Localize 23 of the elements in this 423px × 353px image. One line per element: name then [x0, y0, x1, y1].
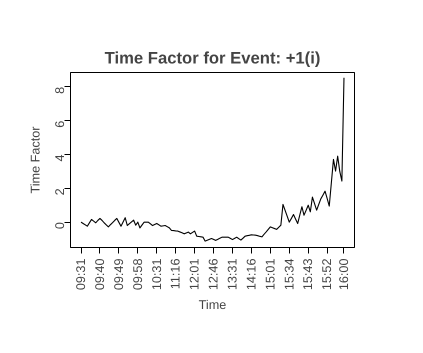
chart-title: Time Factor for Event: +1(i) [104, 48, 320, 68]
x-tick-label: 09:31 [74, 258, 88, 290]
x-tick-label: 15:43 [301, 258, 316, 290]
y-tick-label: 6 [53, 120, 67, 128]
x-tick-label: 15:34 [282, 258, 296, 290]
x-tick-label: 16:00 [336, 258, 351, 290]
y-tick-label: 4 [53, 154, 67, 162]
x-tick-label: 13:31 [225, 258, 240, 290]
y-tick-label: 0 [53, 222, 67, 230]
x-tick-label: 15:52 [320, 258, 334, 290]
y-tick-label: 2 [53, 188, 67, 196]
x-tick-label: 09:49 [112, 258, 126, 290]
x-tick-label: 09:40 [92, 258, 107, 290]
x-tick-label: 15:01 [263, 258, 278, 290]
x-tick-label: 10:31 [150, 258, 164, 290]
y-tick-label: 8 [53, 86, 67, 94]
x-tick-label: 12:01 [188, 258, 202, 290]
x-tick-label: 14:16 [244, 258, 258, 290]
x-tick-label: 12:46 [206, 258, 221, 290]
x-axis-title: Time [198, 298, 226, 312]
y-axis-title: Time Factor [28, 126, 42, 194]
x-tick-label: 09:58 [130, 258, 145, 290]
x-tick-label: 11:16 [168, 258, 183, 290]
